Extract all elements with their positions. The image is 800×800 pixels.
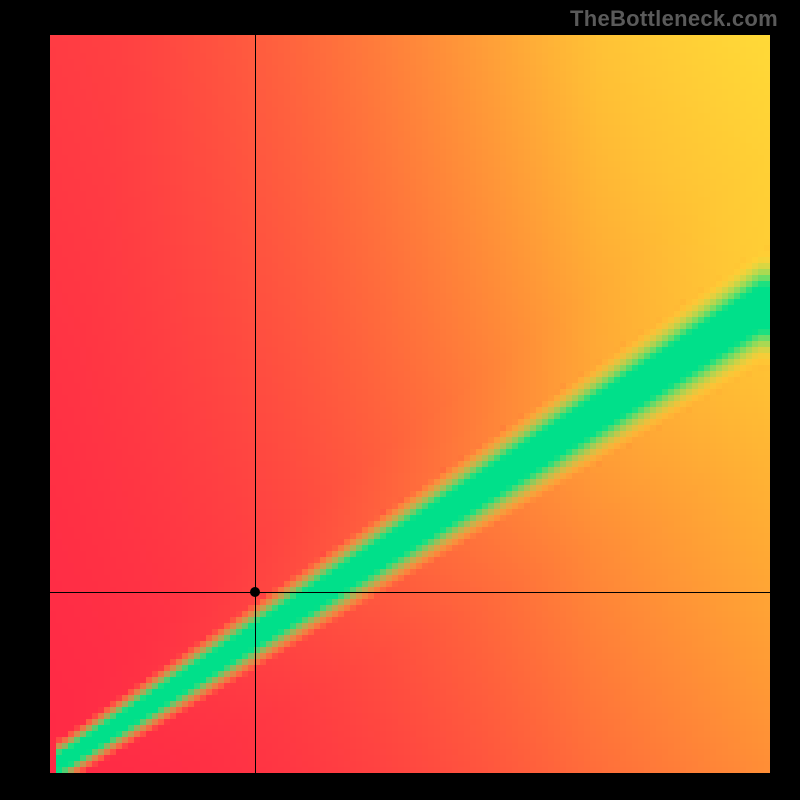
- crosshair-vertical: [255, 35, 256, 773]
- crosshair-marker: [250, 587, 260, 597]
- watermark-text: TheBottleneck.com: [570, 6, 778, 32]
- crosshair-horizontal: [50, 592, 770, 593]
- heatmap-plot: [50, 35, 770, 773]
